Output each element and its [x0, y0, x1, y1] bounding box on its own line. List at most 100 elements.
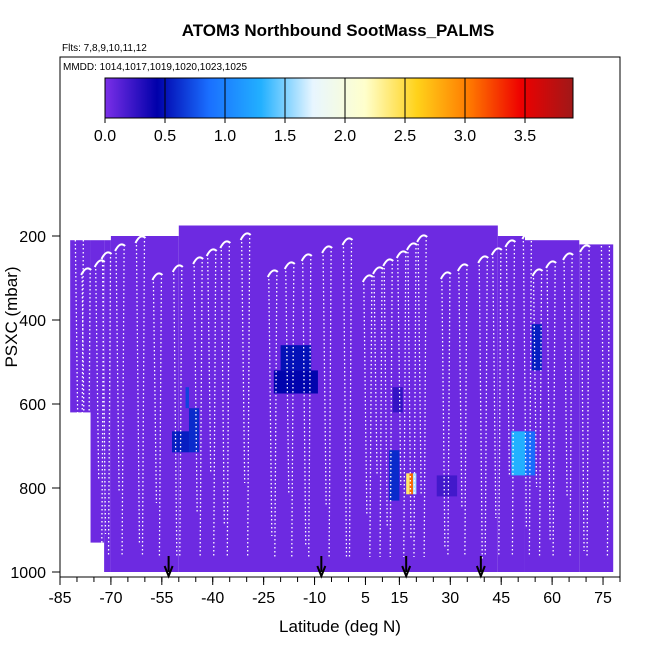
profile-ascent-trace [447, 276, 451, 558]
x-axis-tick-label: -55 [150, 590, 173, 607]
profile-ascent-trace [511, 244, 516, 558]
profile-descent-trace [458, 272, 463, 508]
profile-descent-trace [241, 241, 246, 484]
y-axis-tick-label: 1000 [10, 565, 46, 582]
heatmap-cell [188, 408, 200, 453]
profile-top-trace [114, 243, 126, 252]
x-axis-tick-label: -70 [99, 590, 122, 607]
profile-descent-trace [546, 269, 551, 541]
heatmap-cell [436, 475, 458, 497]
profile-ascent-trace [569, 257, 573, 558]
profile-top-trace [416, 234, 428, 243]
colorbar: 0.0 0.5 1.0 1.5 2.0 2.5 3.0 3.5 [94, 77, 574, 145]
profile-ascent-trace [464, 268, 468, 558]
profile-descent-trace [522, 240, 528, 530]
profile-top-trace [266, 269, 279, 278]
x-axis-tick-label: -10 [303, 590, 326, 607]
profile-top-trace [477, 255, 489, 264]
profile-ascent-trace [498, 252, 502, 558]
coverage-cell [110, 236, 179, 572]
profile-top-trace [372, 266, 384, 275]
heatmap-cell [392, 387, 403, 413]
heatmap-cell [185, 387, 189, 409]
profile-top-trace [300, 253, 313, 262]
profile-ascent-trace [528, 236, 533, 558]
profile-top-trace [395, 250, 408, 259]
colorbar-tick-label: 2.5 [394, 128, 416, 145]
colorbar-tick-label: 3.0 [454, 128, 476, 145]
profile-ascent-trace [484, 260, 488, 558]
profile-descent-trace [101, 260, 107, 535]
profile-descent-trace [81, 276, 86, 524]
profile-top-trace [192, 256, 204, 265]
profile-descent-trace [478, 264, 483, 561]
marker-arrows [163, 556, 486, 579]
profile-top-trace [321, 245, 333, 254]
coverage-cell [524, 240, 580, 572]
colorbar-tick-label: 2.0 [334, 128, 356, 145]
profile-ascent-trace [606, 241, 611, 558]
coverage-cell [70, 240, 91, 413]
heatmap-cell [406, 473, 410, 495]
profile-descent-trace [373, 275, 378, 475]
profile-descent-trace [580, 253, 585, 552]
profile-top-trace [361, 274, 374, 283]
profile-descent-trace [193, 265, 198, 515]
profile-ascent-trace [328, 250, 332, 558]
x-axis: -85 -70 -55 -40 -25 -10 5 15 30 45 60 75 [48, 576, 621, 607]
profile-top-trace [341, 237, 354, 246]
x-axis-tick-label: -40 [201, 590, 224, 607]
coverage-cell [90, 240, 105, 543]
colorbar-tick-label: 1.0 [214, 128, 236, 145]
profile-ascent-trace [141, 240, 146, 558]
profile-top-trace [93, 259, 106, 268]
profile-descent-trace [441, 280, 446, 550]
profile-ascent-trace [348, 242, 353, 558]
colorbar-tick-label: 3.5 [514, 128, 536, 145]
profile-ascent-trace [291, 266, 295, 558]
profile-descent-trace [505, 248, 511, 477]
profile-ascent-trace [87, 272, 91, 558]
colorbar-tick-label: 0.5 [154, 128, 176, 145]
y-axis-label: PSXC (mbar) [2, 266, 21, 367]
x-axis-tick-label: 30 [441, 590, 459, 607]
x-axis-tick-label: 45 [492, 590, 510, 607]
flights-label: Flts: 7,8,9,10,11,12 [62, 43, 147, 54]
profile-descent-trace [397, 259, 402, 486]
y-axis-tick-label: 200 [19, 229, 46, 246]
profile-top-trace [545, 260, 557, 269]
x-axis-tick-label: 15 [390, 590, 408, 607]
profile-descent-trace [322, 254, 327, 506]
profile-top-trace [521, 231, 534, 240]
profile-ascent-trace [199, 261, 203, 558]
colorbar-tick-label: 0.0 [94, 128, 116, 145]
down-arrow-head [163, 565, 174, 579]
x-axis-tick-label: -85 [48, 590, 71, 607]
profile-top-trace [219, 240, 232, 249]
x-axis-tick-label: 5 [361, 590, 370, 607]
profile-top-trace [562, 252, 574, 261]
profile-descent-trace [563, 261, 568, 499]
heatmap-cell [389, 450, 400, 501]
heatmap-cell [280, 345, 312, 371]
y-axis-tick-label: 400 [19, 313, 46, 330]
profile-ascent-trace [308, 258, 312, 558]
profile-top-trace [599, 236, 612, 245]
profile-ascent-trace [552, 265, 556, 558]
profile-top-trace [134, 235, 147, 244]
down-arrow-head [401, 565, 412, 579]
profile-top-trace [100, 251, 113, 260]
y-axis: 200 400 600 800 1000 [10, 229, 61, 582]
profile-top-trace [283, 261, 296, 270]
profile-ascent-trace [389, 263, 393, 558]
profile-ascent-trace [213, 253, 217, 558]
profile-ascent-trace [158, 277, 163, 558]
x-axis-tick-label: 75 [594, 590, 612, 607]
y-axis-tick-label: 800 [19, 481, 46, 498]
heatmap-cell [511, 431, 525, 476]
profile-descent-trace [173, 273, 178, 557]
profile-descent-trace [95, 268, 100, 482]
profile-top-trace [579, 244, 591, 253]
